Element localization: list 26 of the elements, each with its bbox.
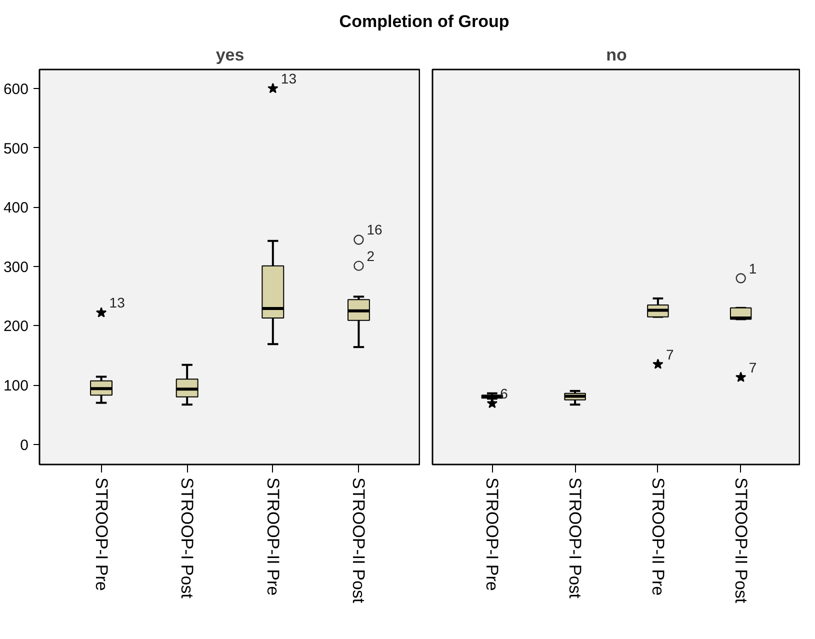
chart-subtitle: no	[606, 46, 627, 64]
y-tick-label: 100	[3, 378, 29, 395]
annotation: 2	[366, 248, 375, 264]
annotation: 7	[748, 359, 757, 376]
y-tick-label: 600	[3, 80, 29, 98]
annotation: 13	[280, 70, 297, 86]
annotation: 13	[109, 294, 126, 311]
y-tick-label: 500	[3, 140, 29, 158]
x-tick-label: STROOP-II Pre	[263, 478, 282, 596]
x-tick-label: STROOP-I Post	[178, 478, 197, 599]
x-tick-label: STROOP-II Pre	[648, 478, 668, 596]
y-tick-label: 400	[3, 200, 29, 217]
annotation: 7	[666, 346, 674, 362]
x-tick-label: STROOP-I Pre	[482, 478, 502, 591]
x-tick-label: STROOP-I Pre	[92, 478, 111, 591]
x-tick-label: STROOP-II Post	[349, 478, 368, 604]
x-tick-label: STROOP-II Post	[731, 478, 750, 604]
y-tick-label: 300	[3, 258, 29, 276]
y-tick-label: 200	[3, 318, 29, 336]
chart-title: Completion of Group	[339, 12, 510, 31]
y-tick-label: 0	[20, 436, 28, 454]
annotation: 16	[366, 222, 382, 238]
annotation: 1	[748, 260, 757, 276]
chart-subtitle: yes	[216, 46, 244, 64]
annotation: 6	[500, 385, 508, 402]
x-tick-label: STROOP-I Post	[566, 478, 585, 599]
